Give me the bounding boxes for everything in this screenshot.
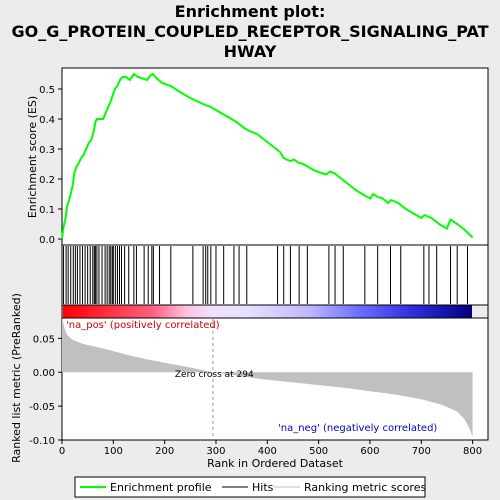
es-y-tick-label: 0.5 — [39, 85, 55, 96]
es-panel: 0.0 0.1 0.2 0.3 0.4 0.5 — [39, 67, 489, 246]
enrichment-profile-line — [61, 72, 474, 240]
x-tick-label: 400 — [258, 446, 277, 457]
title-line-1: Enrichment plot: — [174, 2, 326, 21]
es-y-tick-label: 0.0 — [39, 235, 55, 246]
es-y-axis: 0.0 0.1 0.2 0.3 0.4 0.5 — [39, 85, 62, 246]
hits-panel — [61, 244, 489, 306]
x-tick-label: 200 — [155, 446, 174, 457]
rm-y-tick-label: -0.05 — [29, 402, 55, 413]
es-y-tick-label: 0.3 — [39, 145, 55, 156]
es-y-label: Enrichment score (ES) — [26, 96, 39, 218]
x-axis: 0 100 200 300 400 500 600 700 800 — [59, 440, 482, 457]
legend-label-enrichment-profile: Enrichment profile — [110, 481, 212, 494]
legend-label-hits: Hits — [252, 481, 274, 494]
title-line-2: GO_G_PROTEIN_COUPLED_RECEPTOR_SIGNALING_… — [11, 22, 489, 41]
es-y-tick-label: 0.1 — [39, 205, 55, 216]
legend: Enrichment profile Hits Ranking metric s… — [74, 476, 426, 498]
rm-y-tick-label: -0.10 — [29, 436, 55, 447]
ranked-metric-y-axis: 0.05 0.00 -0.05 -0.10 — [29, 334, 62, 447]
x-tick-label: 0 — [59, 446, 65, 457]
ranking-metric-area — [62, 318, 473, 437]
ranking-color-band — [63, 305, 472, 318]
x-tick-label: 600 — [360, 446, 379, 457]
x-tick-label: 500 — [309, 446, 328, 457]
ranked-metric-panel: 0.05 0.00 -0.05 -0.10 'na_pos' (positively … — [29, 317, 489, 447]
negative-correlation-label: 'na_neg' (negatively correlated) — [278, 423, 437, 434]
rm-y-tick-label: 0.00 — [33, 368, 55, 379]
legend-box — [74, 476, 426, 498]
x-tick-label: 700 — [412, 446, 431, 457]
hits-plot-area — [61, 244, 489, 306]
rm-y-tick-label: 0.05 — [33, 334, 55, 345]
zero-cross-label: Zero cross at 294 — [175, 370, 254, 380]
positive-correlation-label: 'na_pos' (positively correlated) — [66, 320, 220, 331]
x-tick-label: 300 — [206, 446, 225, 457]
legend-label-ranking-metric: Ranking metric scores — [304, 481, 426, 494]
x-tick-label: 800 — [463, 446, 482, 457]
chart-title: Enrichment plot: GO_G_PROTEIN_COUPLED_RE… — [0, 2, 500, 62]
hit-marks — [63, 246, 468, 304]
title-line-3: HWAY — [223, 42, 277, 61]
es-y-tick-label: 0.4 — [39, 115, 55, 126]
x-tick-label: 100 — [104, 446, 123, 457]
es-y-tick-label: 0.2 — [39, 175, 55, 186]
es-plot-area — [61, 67, 489, 246]
x-axis-label: Rank in Ordered Dataset — [207, 457, 344, 470]
ranked-metric-y-label: Ranked list metric (PreRanked) — [10, 293, 23, 463]
